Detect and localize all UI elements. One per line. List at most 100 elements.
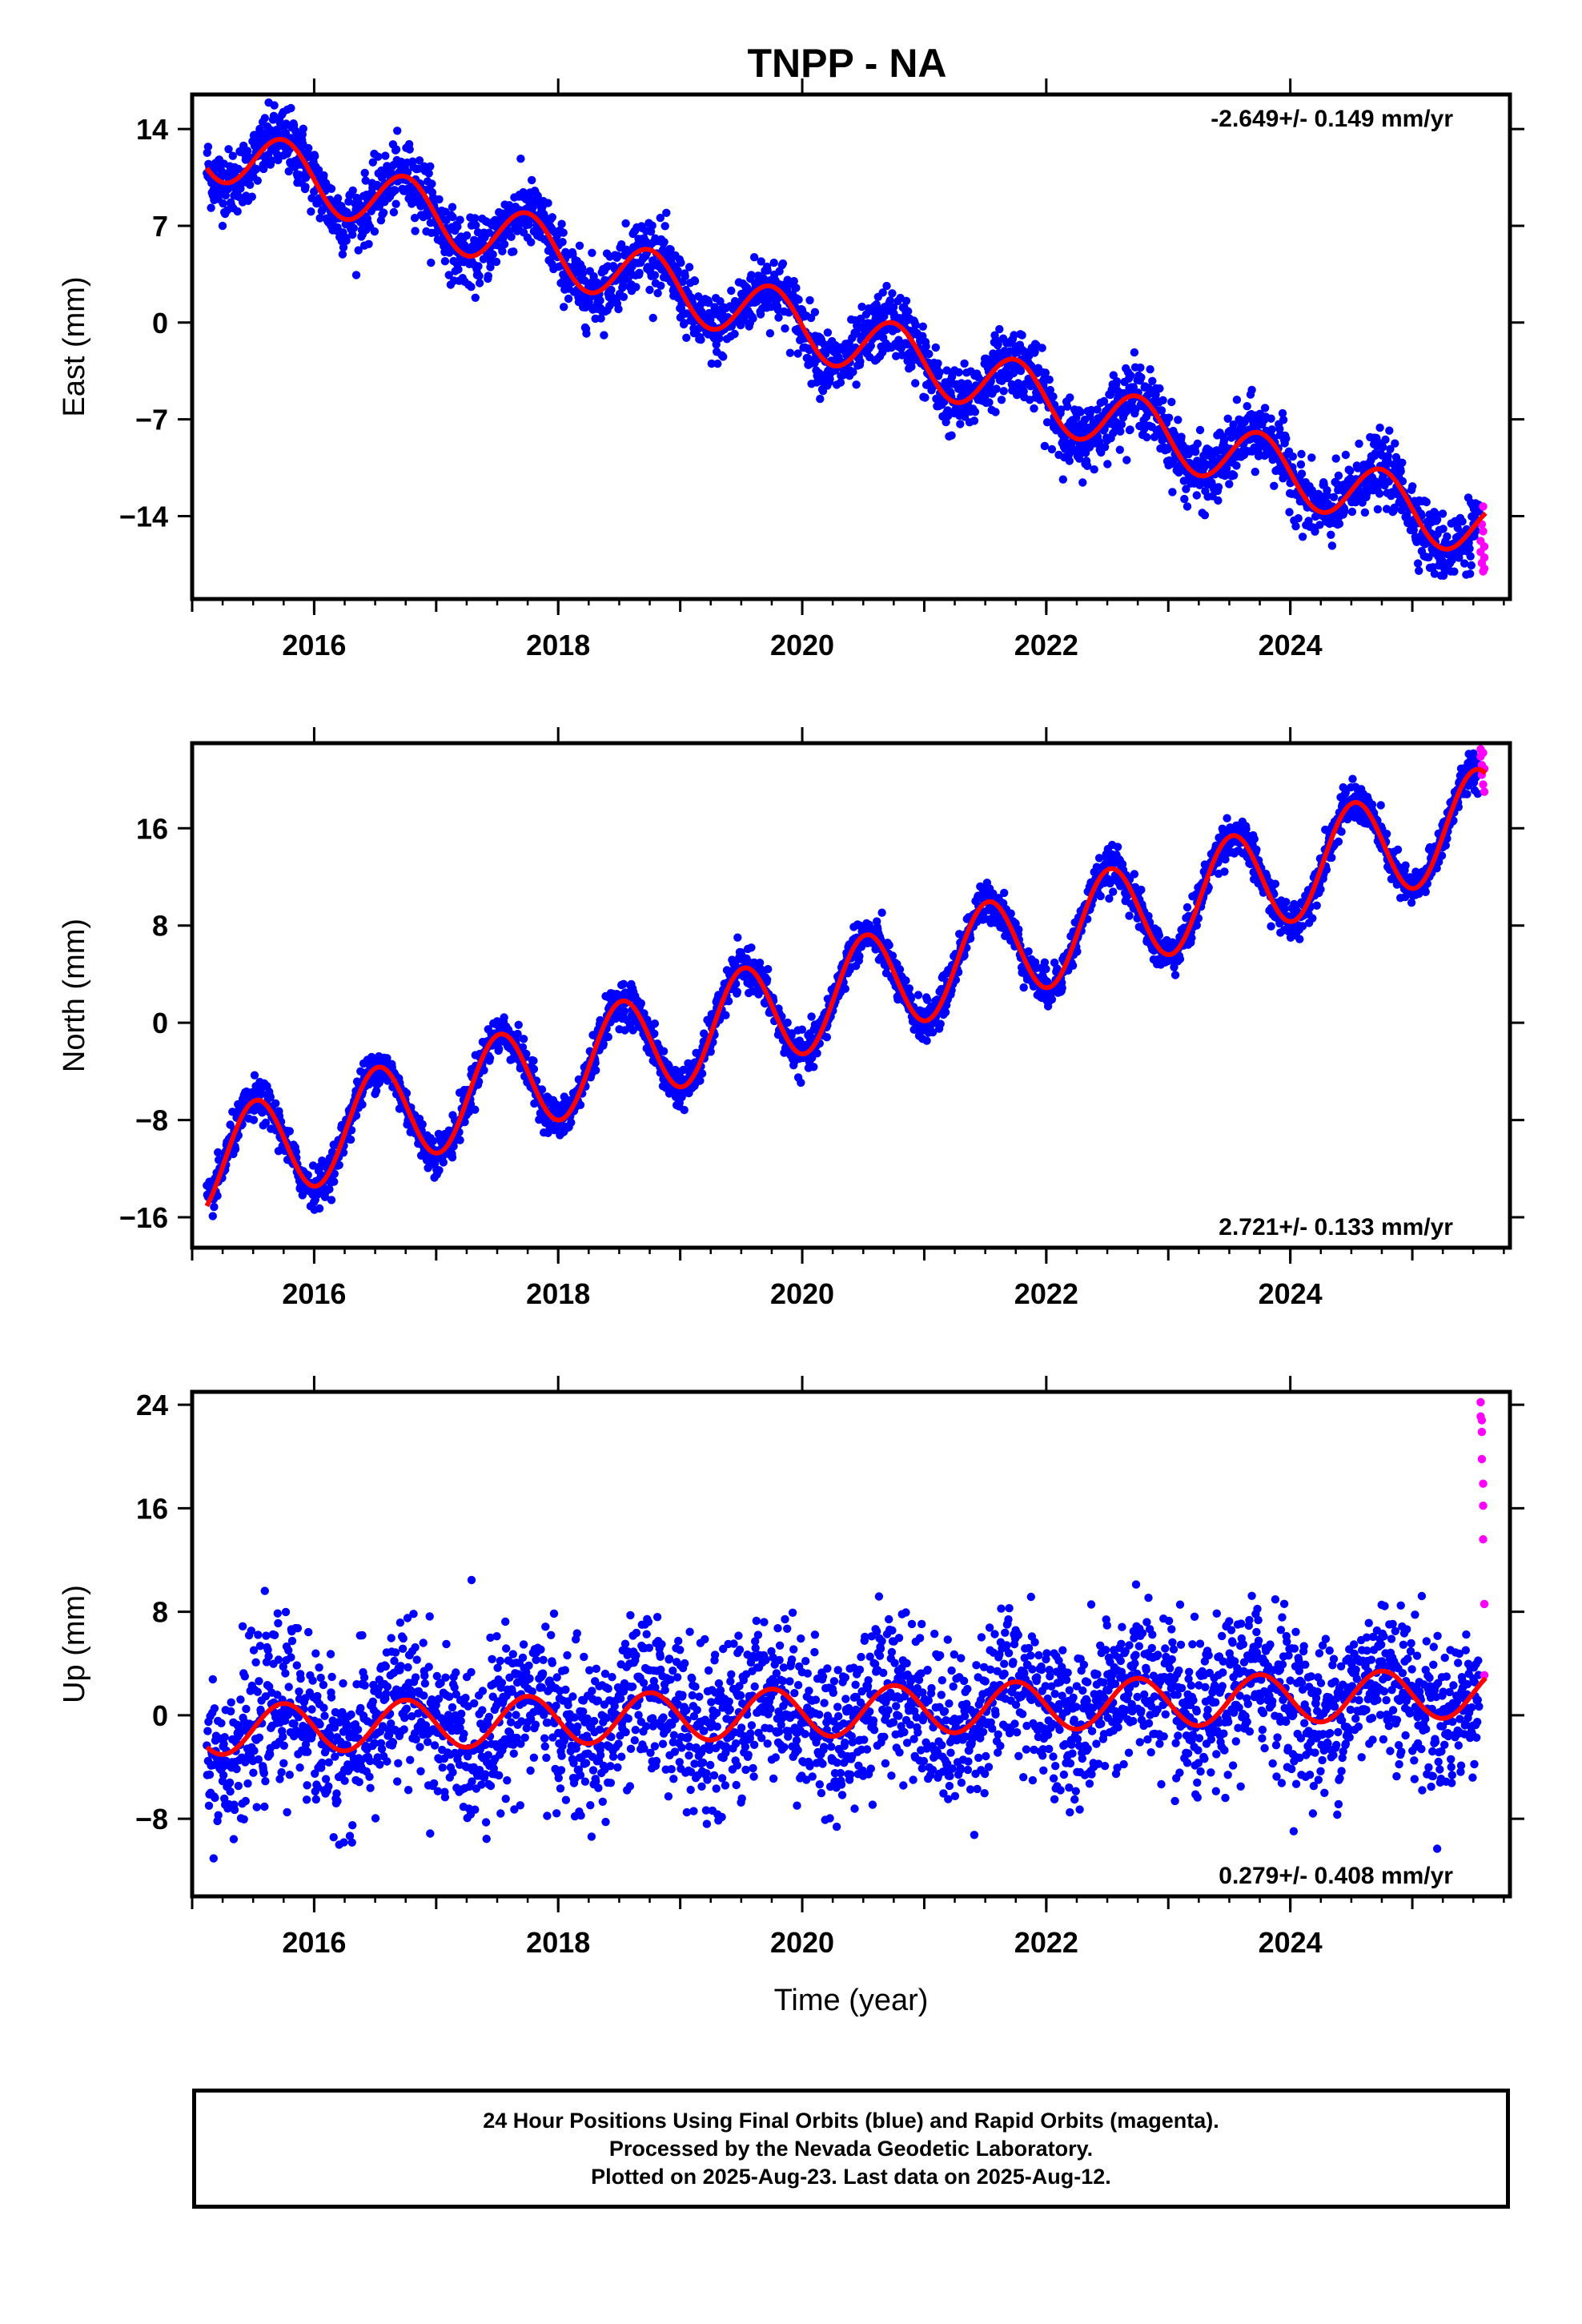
final-orbit-point [1086, 405, 1096, 415]
final-orbit-point [368, 158, 377, 167]
final-orbit-point [253, 176, 262, 185]
final-orbit-point [1083, 461, 1092, 470]
final-orbit-point [764, 965, 773, 974]
final-orbit-point [991, 408, 1000, 416]
final-orbit-point [1137, 373, 1146, 382]
final-orbit-point [981, 392, 990, 400]
final-orbit-point [246, 180, 255, 189]
final-orbit-point [349, 223, 358, 232]
final-orbit-point [1413, 559, 1423, 568]
final-orbit-point [393, 127, 402, 135]
final-orbit-point [249, 1116, 259, 1124]
final-orbit-point [1007, 380, 1017, 389]
x-tick-label: 2020 [770, 629, 834, 661]
final-orbit-point [660, 238, 669, 247]
final-orbit-point [471, 214, 480, 223]
final-orbit-point [931, 343, 941, 352]
final-orbit-point [444, 271, 453, 279]
final-orbit-point [1331, 454, 1340, 463]
final-orbit-point [500, 1013, 508, 1022]
final-orbit-point [897, 351, 906, 360]
final-orbit-point [415, 156, 424, 165]
final-orbit-point [219, 199, 227, 208]
final-orbit-point [252, 164, 261, 174]
final-orbit-point [1466, 569, 1475, 578]
final-orbit-point [763, 266, 772, 275]
final-orbit-point [1327, 530, 1335, 539]
final-orbit-point [516, 155, 525, 163]
final-orbit-point [1129, 383, 1138, 392]
final-orbit-point [648, 221, 656, 230]
final-orbit-point [1232, 461, 1241, 470]
final-orbit-point [1195, 425, 1205, 435]
final-orbit-point [315, 1204, 324, 1213]
final-orbit-point [785, 348, 795, 357]
east-ylabel: East (mm) [58, 276, 91, 416]
final-orbit-point [792, 283, 801, 292]
final-orbit-point [1329, 493, 1339, 501]
final-orbit-point [600, 331, 608, 340]
final-orbit-point [364, 239, 373, 248]
final-orbit-point [662, 208, 671, 217]
final-orbit-point [970, 408, 980, 416]
final-orbit-point [635, 268, 644, 277]
final-orbit-point [1346, 466, 1355, 475]
final-orbit-point [319, 171, 328, 180]
rapid-orbit-point [1480, 542, 1489, 551]
final-orbit-point [935, 368, 944, 377]
final-orbit-point [1072, 413, 1081, 422]
final-orbit-point [500, 239, 509, 249]
final-orbit-point [619, 280, 628, 289]
final-orbit-point [769, 258, 778, 267]
final-orbit-point [661, 222, 669, 231]
final-orbit-point [673, 267, 682, 275]
final-orbit-point [1155, 384, 1164, 393]
final-orbit-point [1398, 458, 1407, 467]
final-orbit-point [856, 357, 865, 366]
final-orbit-point [1415, 566, 1423, 575]
final-orbit-point [472, 221, 480, 230]
final-orbit-point [1148, 376, 1157, 385]
y-tick-label: 0 [152, 307, 168, 340]
final-orbit-point [650, 271, 660, 279]
final-orbit-point [1282, 434, 1291, 443]
final-orbit-point [484, 271, 492, 280]
final-orbit-point [428, 179, 436, 188]
x-tick-label: 2018 [526, 629, 590, 661]
final-orbit-point [653, 288, 662, 298]
final-orbit-point [1014, 925, 1023, 934]
final-orbit-point [315, 214, 324, 223]
final-orbit-point [619, 292, 628, 301]
final-orbit-point [330, 1177, 339, 1186]
final-orbit-point [1214, 483, 1223, 492]
final-orbit-point [852, 380, 861, 389]
final-orbit-point [557, 219, 566, 228]
final-orbit-point [1100, 443, 1110, 452]
final-orbit-point [1422, 497, 1431, 507]
final-orbit-point [250, 1071, 259, 1080]
final-orbit-point [207, 203, 215, 212]
final-orbit-point [592, 1066, 600, 1075]
final-orbit-point [999, 387, 1008, 396]
x-tick-label: 2024 [1259, 629, 1323, 661]
final-orbit-point [285, 1127, 294, 1136]
final-orbit-point [448, 1153, 457, 1162]
final-orbit-point [781, 324, 789, 333]
final-orbit-point [1045, 375, 1054, 384]
final-orbit-point [391, 199, 400, 208]
north-points [203, 749, 1484, 1220]
final-orbit-point [1191, 448, 1200, 456]
final-orbit-point [370, 227, 379, 236]
final-orbit-point [645, 285, 654, 295]
final-orbit-point [922, 1036, 931, 1045]
final-orbit-point [391, 186, 400, 195]
final-orbit-point [1375, 423, 1384, 432]
final-orbit-point [707, 359, 716, 368]
final-orbit-point [1291, 522, 1300, 531]
final-orbit-point [1458, 517, 1467, 526]
final-orbit-point [307, 207, 315, 216]
final-orbit-point [427, 258, 436, 267]
final-orbit-point [544, 199, 552, 207]
final-orbit-point [1465, 544, 1474, 553]
final-orbit-point [374, 152, 383, 161]
